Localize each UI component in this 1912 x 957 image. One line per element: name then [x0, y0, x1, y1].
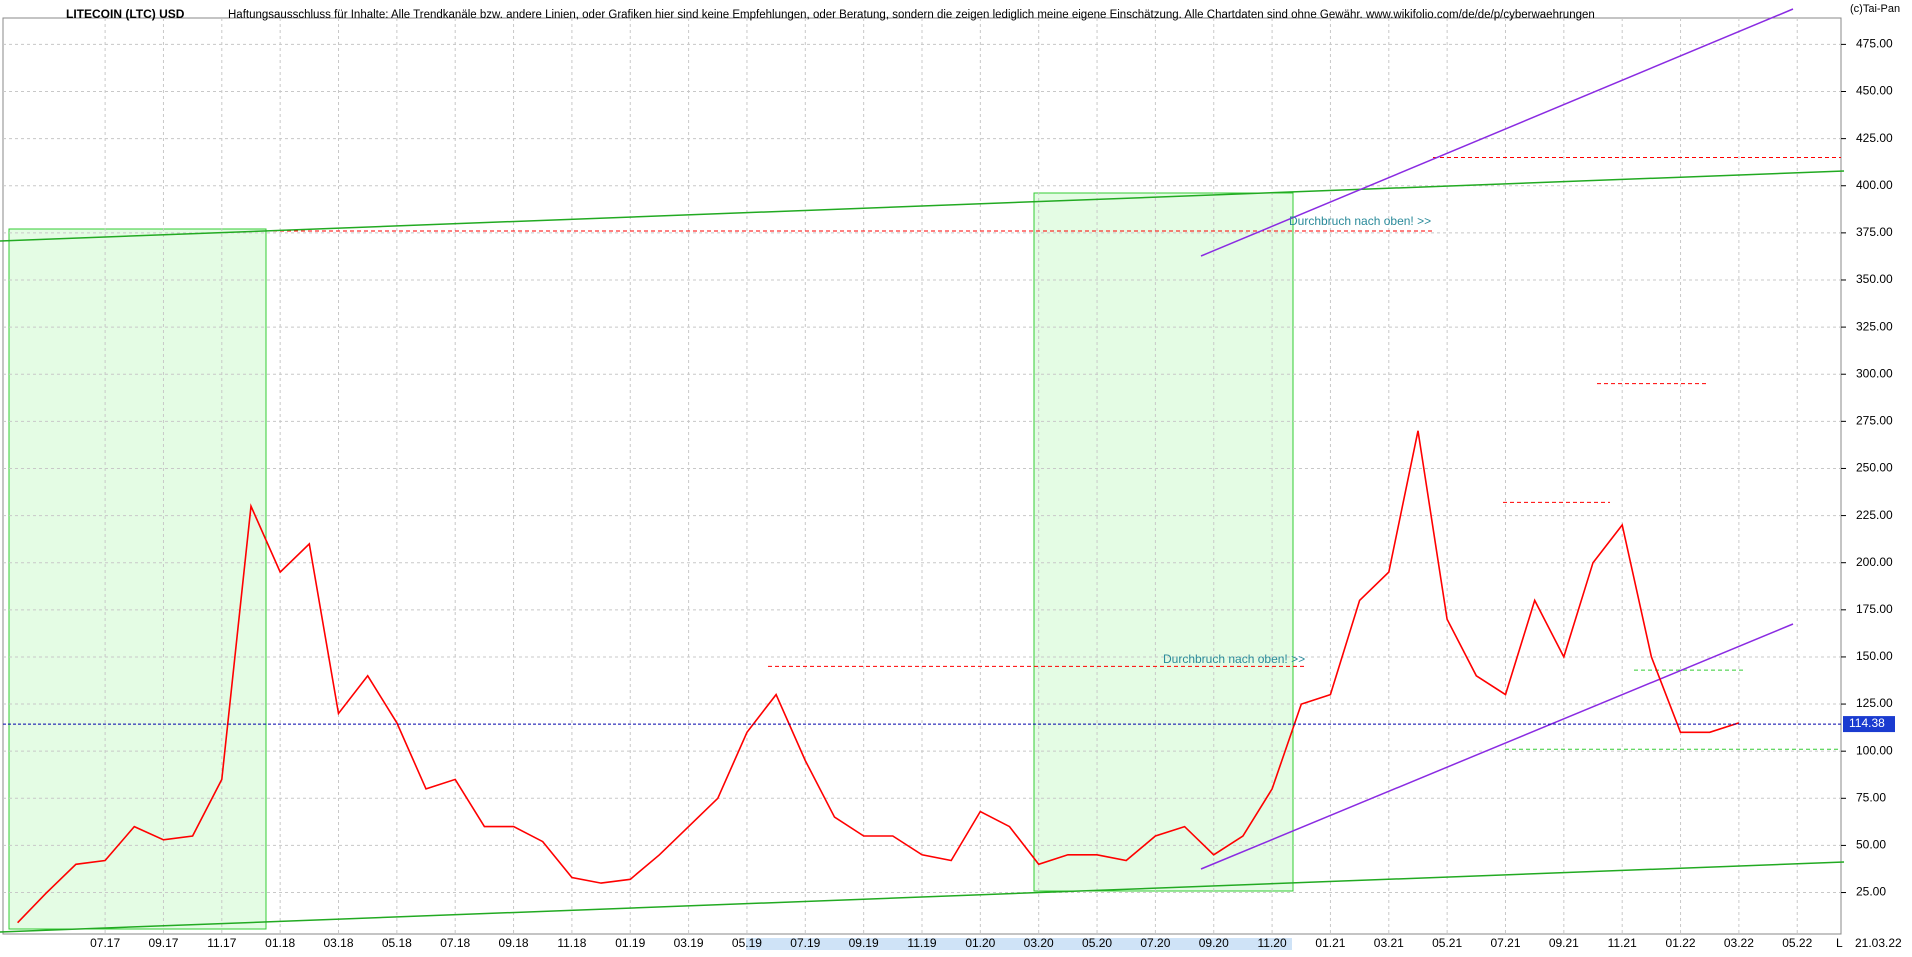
y-tick-label: 375.00 — [1856, 225, 1893, 239]
y-tick-label: 200.00 — [1856, 555, 1893, 569]
y-tick-label: 425.00 — [1856, 131, 1893, 145]
x-tick-label: 07.18 — [440, 936, 470, 950]
trend-line — [1200, 8, 1794, 257]
x-tick-label: 03.22 — [1724, 936, 1754, 950]
copyright: (c)Tai-Pan — [1850, 3, 1900, 15]
x-tick-label: 07.20 — [1140, 936, 1170, 950]
x-tick-label: 05.19 — [732, 936, 762, 950]
x-tick-label: 03.19 — [674, 936, 704, 950]
x-tick-label: 07.19 — [790, 936, 820, 950]
grid — [3, 18, 1841, 934]
y-tick-label: 125.00 — [1856, 696, 1893, 710]
x-tick-label: 05.20 — [1082, 936, 1112, 950]
x-tick-label: 01.22 — [1666, 936, 1696, 950]
y-tick-label: 250.00 — [1856, 461, 1893, 475]
y-tick-label: 50.00 — [1856, 838, 1886, 852]
x-tick-label: 11.17 — [207, 936, 236, 950]
x-tick-label: 11.18 — [557, 936, 586, 950]
trend-line — [1200, 623, 1794, 870]
trend-line — [0, 861, 1845, 933]
x-tick-label: 11.19 — [907, 936, 936, 950]
y-tick-label: 275.00 — [1856, 414, 1893, 428]
x-tick-label: 05.21 — [1432, 936, 1462, 950]
annotation: Durchbruch nach oben! >> — [1163, 652, 1305, 666]
y-tick-label: 75.00 — [1856, 790, 1886, 804]
y-tick-label: 175.00 — [1856, 602, 1893, 616]
price-line — [17, 430, 1740, 924]
x-tick-label: 07.21 — [1490, 936, 1520, 950]
y-tick-label: 400.00 — [1856, 178, 1893, 192]
axis-highlight — [746, 938, 1292, 950]
annotation: Durchbruch nach oben! >> — [1289, 214, 1431, 228]
y-tick-label: 350.00 — [1856, 272, 1893, 286]
y-tick-label: 300.00 — [1856, 366, 1893, 380]
x-tick-label: 03.21 — [1374, 936, 1404, 950]
current-price-box — [1843, 716, 1895, 733]
y-tick-label: 475.00 — [1856, 37, 1893, 51]
y-tick-label: 225.00 — [1856, 508, 1893, 522]
x-tick-label: 11.21 — [1608, 936, 1637, 950]
x-tick-label: 07.17 — [90, 936, 120, 950]
marks — [17, 430, 1740, 924]
highlight-box — [8, 228, 267, 930]
x-tick-label: 01.18 — [265, 936, 295, 950]
x-tick-label: 01.20 — [965, 936, 995, 950]
x-tick-label: 05.22 — [1782, 936, 1812, 950]
x-tick-label: 05.18 — [382, 936, 412, 950]
x-tick-label: 11.20 — [1258, 936, 1287, 950]
x-tick-label: 03.18 — [323, 936, 353, 950]
current-price-label: 114.38 — [1849, 716, 1885, 730]
x-tick-label: 09.18 — [499, 936, 529, 950]
y-tick-label: 450.00 — [1856, 84, 1893, 98]
highlight-box — [1033, 192, 1294, 892]
x-tick-label: 09.21 — [1549, 936, 1579, 950]
x-tick-label: 09.19 — [849, 936, 879, 950]
disclaimer: Haftungsausschluss für Inhalte: Alle Tre… — [228, 9, 1595, 21]
x-tick-label: 09.17 — [148, 936, 178, 950]
trend-line — [0, 170, 1845, 242]
x-tick-label: 03.20 — [1024, 936, 1054, 950]
date-label: 21.03.22 — [1855, 936, 1902, 950]
y-tick-label: 150.00 — [1856, 649, 1893, 663]
y-tick-label: 100.00 — [1856, 743, 1893, 757]
x-tick-label: 09.20 — [1199, 936, 1229, 950]
chart-title: LITECOIN (LTC) USD — [66, 7, 185, 21]
axis-marker: L — [1836, 936, 1843, 950]
y-tick-label: 25.00 — [1856, 885, 1886, 899]
x-tick-label: 01.19 — [615, 936, 645, 950]
y-tick-label: 325.00 — [1856, 319, 1893, 333]
x-tick-label: 01.21 — [1315, 936, 1345, 950]
